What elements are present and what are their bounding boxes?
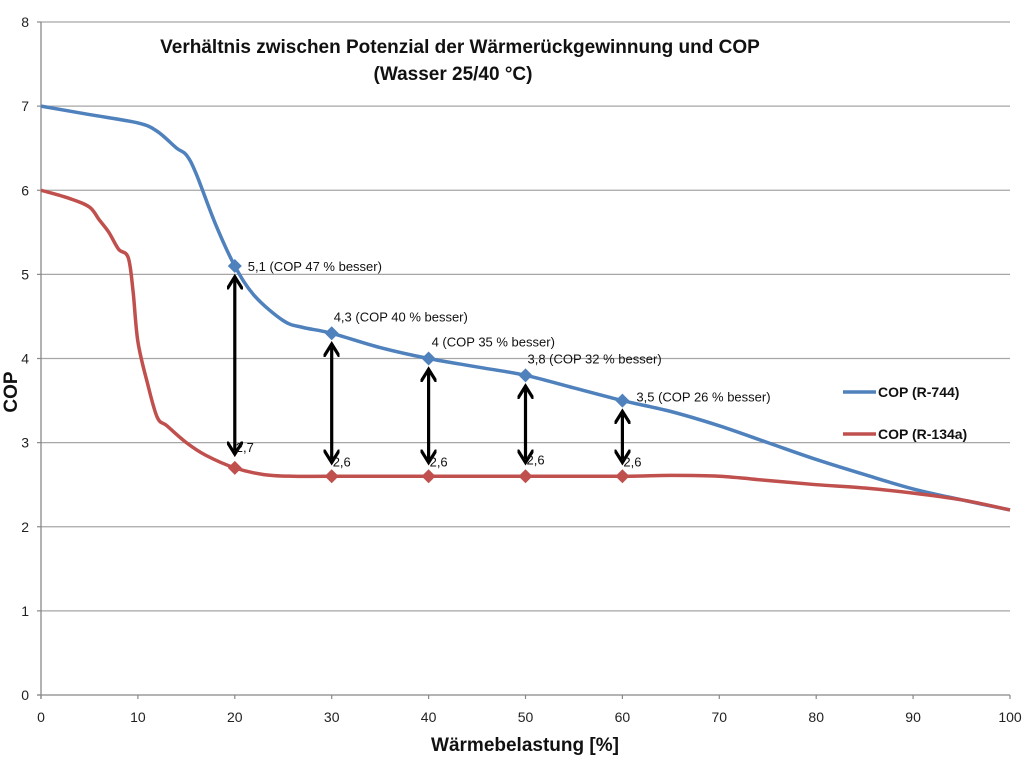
series-line-r134a <box>40 188 1011 512</box>
y-axis-title: COP <box>1 371 22 413</box>
data-label: 2,6 <box>430 454 448 469</box>
data-point-marker <box>324 326 339 341</box>
legend: COP (R-744) COP (R-134a) <box>843 384 967 442</box>
data-labels: 5,1 (COP 47 % besser) 4,3 (COP 40 % besse… <box>236 259 771 469</box>
data-point-marker <box>227 258 242 273</box>
series-line-r744 <box>40 104 1011 512</box>
data-label: 5,1 (COP 47 % besser) <box>248 259 382 274</box>
x-tick-label: 20 <box>227 709 243 725</box>
axes <box>37 21 1011 699</box>
x-tick-label: 70 <box>712 709 728 725</box>
difference-arrows <box>235 280 623 459</box>
y-tick-label: 1 <box>21 603 29 619</box>
data-label: 3,8 (COP 32 % besser) <box>528 351 662 366</box>
x-tick-label: 10 <box>130 709 146 725</box>
legend-label-r134a: COP (R-134a) <box>878 426 967 442</box>
y-tick-label: 8 <box>21 14 29 30</box>
data-label: 2,7 <box>236 440 254 455</box>
y-tick-label: 6 <box>21 182 29 198</box>
series-markers <box>227 258 630 484</box>
data-point-marker <box>421 469 436 484</box>
data-point-marker <box>615 393 630 408</box>
legend-label-r744: COP (R-744) <box>878 384 959 400</box>
chart-subtitle: (Wasser 25/40 °C) <box>374 64 533 85</box>
y-tick-label: 2 <box>21 519 29 535</box>
data-point-marker <box>324 469 339 484</box>
series-lines <box>40 104 1011 512</box>
data-label: 2,6 <box>333 454 351 469</box>
gridlines <box>41 21 1010 612</box>
data-point-marker <box>615 469 630 484</box>
data-label: 4 (COP 35 % besser) <box>432 335 555 350</box>
data-point-marker <box>518 469 533 484</box>
x-tick-label: 60 <box>615 709 631 725</box>
data-label: 2,6 <box>527 452 545 467</box>
data-point-marker <box>421 351 436 366</box>
y-tick-label: 3 <box>21 435 29 451</box>
x-axis-title: Wärmebelastung [%] <box>431 735 619 756</box>
x-tick-label: 30 <box>324 709 340 725</box>
y-tick-label: 4 <box>21 351 29 367</box>
x-tick-label: 0 <box>37 709 45 725</box>
y-tick-label: 0 <box>21 687 29 703</box>
x-tick-labels: 0 10 20 30 40 50 60 70 80 90 100 <box>37 709 1022 725</box>
data-point-marker <box>518 368 533 383</box>
y-tick-labels: 0 1 2 3 4 5 6 7 8 <box>21 14 29 703</box>
x-tick-label: 50 <box>518 709 534 725</box>
y-tick-label: 5 <box>21 266 29 282</box>
data-label: 3,5 (COP 26 % besser) <box>636 390 770 405</box>
chart-title: Verhältnis zwischen Potenzial der Wärmer… <box>160 37 760 58</box>
data-point-marker <box>227 460 242 475</box>
x-tick-label: 90 <box>905 709 921 725</box>
data-label: 2,6 <box>623 454 641 469</box>
data-label: 4,3 (COP 40 % besser) <box>334 309 468 324</box>
x-tick-label: 100 <box>998 709 1022 725</box>
x-tick-label: 40 <box>421 709 437 725</box>
x-tick-label: 80 <box>808 709 824 725</box>
y-tick-label: 7 <box>21 98 29 114</box>
